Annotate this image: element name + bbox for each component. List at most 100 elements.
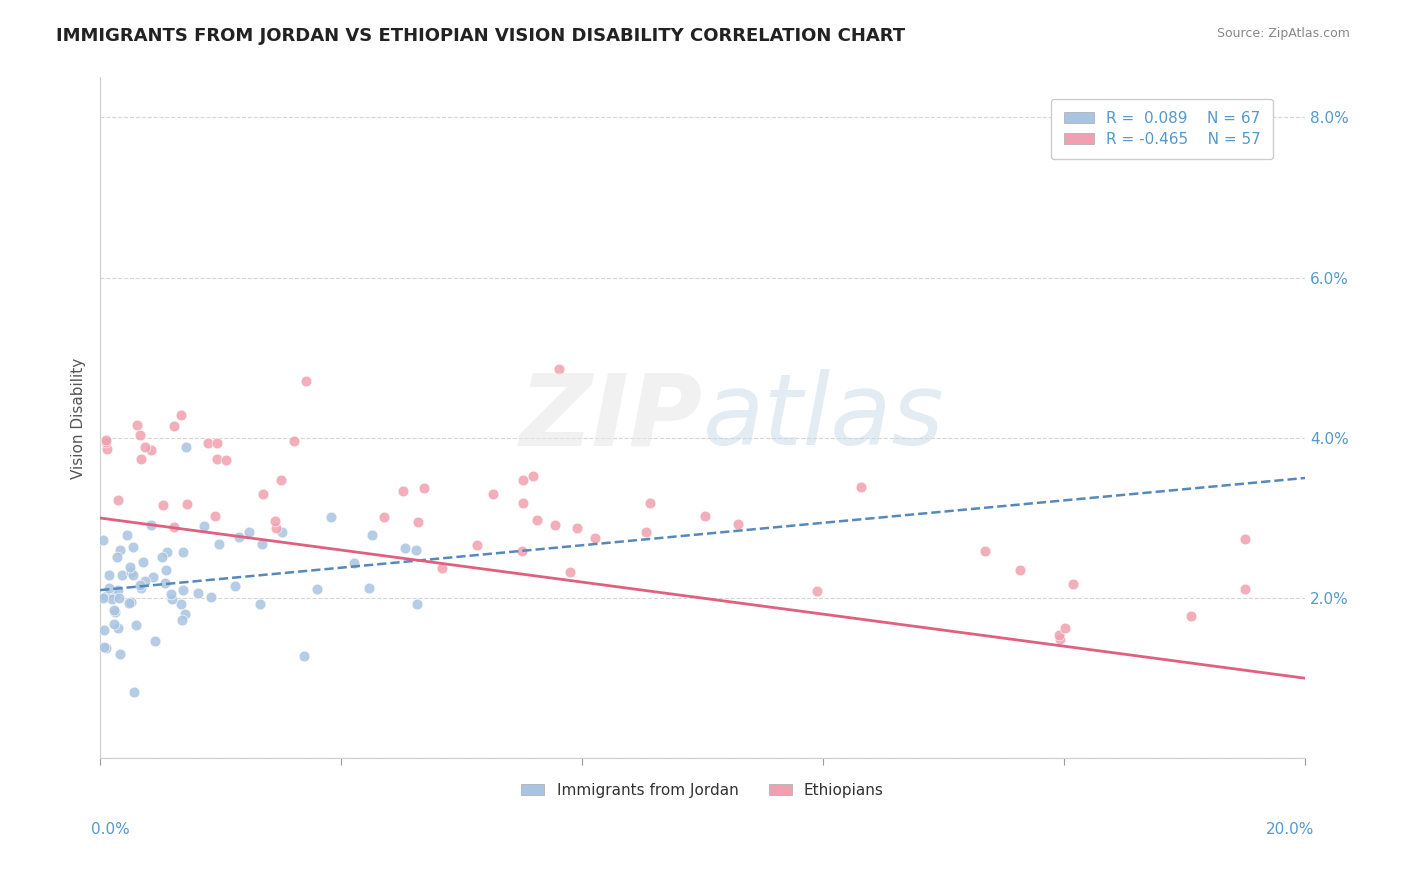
Point xyxy=(170,597,193,611)
Point xyxy=(110,543,132,558)
Point xyxy=(249,597,271,611)
Point xyxy=(583,532,606,546)
Point xyxy=(197,436,219,450)
Point xyxy=(405,597,427,611)
Point xyxy=(129,578,152,592)
Point xyxy=(93,624,115,638)
Text: 0.0%: 0.0% xyxy=(91,822,131,837)
Point xyxy=(343,556,366,570)
Point xyxy=(134,441,156,455)
Point xyxy=(361,528,384,542)
Point xyxy=(512,473,534,487)
Point xyxy=(139,442,162,457)
Point xyxy=(283,434,305,449)
Point xyxy=(134,574,156,588)
Point xyxy=(406,515,429,529)
Point xyxy=(373,509,395,524)
Point xyxy=(319,510,342,524)
Point xyxy=(238,524,260,539)
Point xyxy=(131,555,153,569)
Point xyxy=(96,589,118,603)
Point xyxy=(111,567,134,582)
Point xyxy=(118,559,141,574)
Point xyxy=(160,587,183,601)
Point xyxy=(567,521,589,535)
Point xyxy=(96,433,118,447)
Point xyxy=(1233,532,1256,546)
Point xyxy=(292,648,315,663)
Point xyxy=(522,469,544,483)
Point xyxy=(208,537,231,551)
Point xyxy=(105,549,128,564)
Point xyxy=(638,496,661,510)
Point xyxy=(357,581,380,595)
Point xyxy=(228,530,250,544)
Point xyxy=(174,441,197,455)
Point xyxy=(526,512,548,526)
Point xyxy=(155,563,177,577)
Point xyxy=(143,634,166,648)
Point xyxy=(205,436,228,450)
Point xyxy=(115,528,138,542)
Point xyxy=(224,579,246,593)
Point xyxy=(465,538,488,552)
Point xyxy=(104,588,127,602)
Point xyxy=(129,427,152,442)
Point xyxy=(295,374,318,388)
Point xyxy=(727,517,749,532)
Point xyxy=(127,417,149,432)
Point xyxy=(118,596,141,610)
Point xyxy=(141,517,163,532)
Point xyxy=(107,582,129,597)
Point xyxy=(173,607,195,621)
Point xyxy=(163,520,186,534)
Point xyxy=(510,544,533,558)
Point xyxy=(187,586,209,600)
Point xyxy=(91,591,114,605)
Point xyxy=(172,545,194,559)
Y-axis label: Vision Disability: Vision Disability xyxy=(72,358,86,478)
Point xyxy=(200,591,222,605)
Point xyxy=(97,581,120,595)
Point xyxy=(152,498,174,512)
Point xyxy=(264,521,287,535)
Point xyxy=(270,525,292,540)
Point xyxy=(107,493,129,508)
Point xyxy=(634,525,657,540)
Point xyxy=(1054,621,1077,635)
Point xyxy=(193,519,215,533)
Point xyxy=(156,544,179,558)
Point xyxy=(1062,577,1084,591)
Point xyxy=(1233,582,1256,596)
Point xyxy=(155,576,177,591)
Point xyxy=(122,685,145,699)
Point xyxy=(512,496,534,510)
Point xyxy=(176,497,198,511)
Point xyxy=(107,621,129,635)
Point xyxy=(120,595,142,609)
Point xyxy=(160,592,183,607)
Point xyxy=(405,542,427,557)
Point xyxy=(252,486,274,500)
Point xyxy=(1047,628,1070,642)
Point xyxy=(122,540,145,554)
Point xyxy=(150,549,173,564)
Point xyxy=(412,482,434,496)
Point xyxy=(693,508,716,523)
Point xyxy=(560,565,582,579)
Point xyxy=(430,561,453,575)
Point xyxy=(103,616,125,631)
Point xyxy=(170,408,193,422)
Point xyxy=(98,567,121,582)
Text: ZIP: ZIP xyxy=(520,369,703,467)
Point xyxy=(391,484,413,499)
Point xyxy=(103,603,125,617)
Point xyxy=(544,518,567,533)
Point xyxy=(250,537,273,551)
Point xyxy=(122,568,145,582)
Point xyxy=(1008,563,1031,577)
Point xyxy=(307,582,329,596)
Point xyxy=(270,473,292,487)
Point xyxy=(1180,608,1202,623)
Point xyxy=(394,541,416,556)
